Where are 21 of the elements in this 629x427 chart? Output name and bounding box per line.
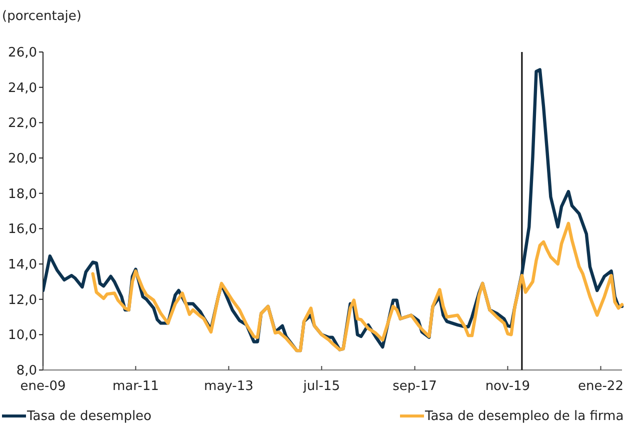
x-tick-label: jul-15 (302, 379, 340, 394)
line-series (91, 222, 624, 352)
legend-label: Tasa de desempleo (26, 409, 152, 424)
x-tick-label: ene-09 (20, 379, 66, 394)
y-tick-label: 16,0 (8, 222, 37, 238)
y-tick-label: 22,0 (8, 116, 37, 132)
y-tick-label: 8,0 (16, 364, 37, 379)
x-tick-label: mar-11 (112, 379, 159, 394)
x-tick-label: may-13 (204, 379, 254, 394)
x-tick-label: nov-19 (485, 379, 530, 394)
y-tick-label: 10,0 (8, 328, 37, 344)
y-tick-label: 20,0 (8, 152, 37, 167)
x-tick-label: sep-17 (392, 379, 437, 394)
y-tick-label: 24,0 (8, 80, 37, 96)
legend-label: Tasa de desempleo de la firma (424, 409, 624, 424)
y-tick-label: 26,0 (8, 46, 37, 61)
x-tick-label: ene-22 (578, 379, 624, 394)
y-tick-label: 14,0 (8, 258, 37, 273)
y-axis-title: (porcentaje) (2, 9, 82, 24)
y-tick-label: 18,0 (8, 186, 37, 202)
y-tick-label: 12,0 (8, 292, 37, 308)
